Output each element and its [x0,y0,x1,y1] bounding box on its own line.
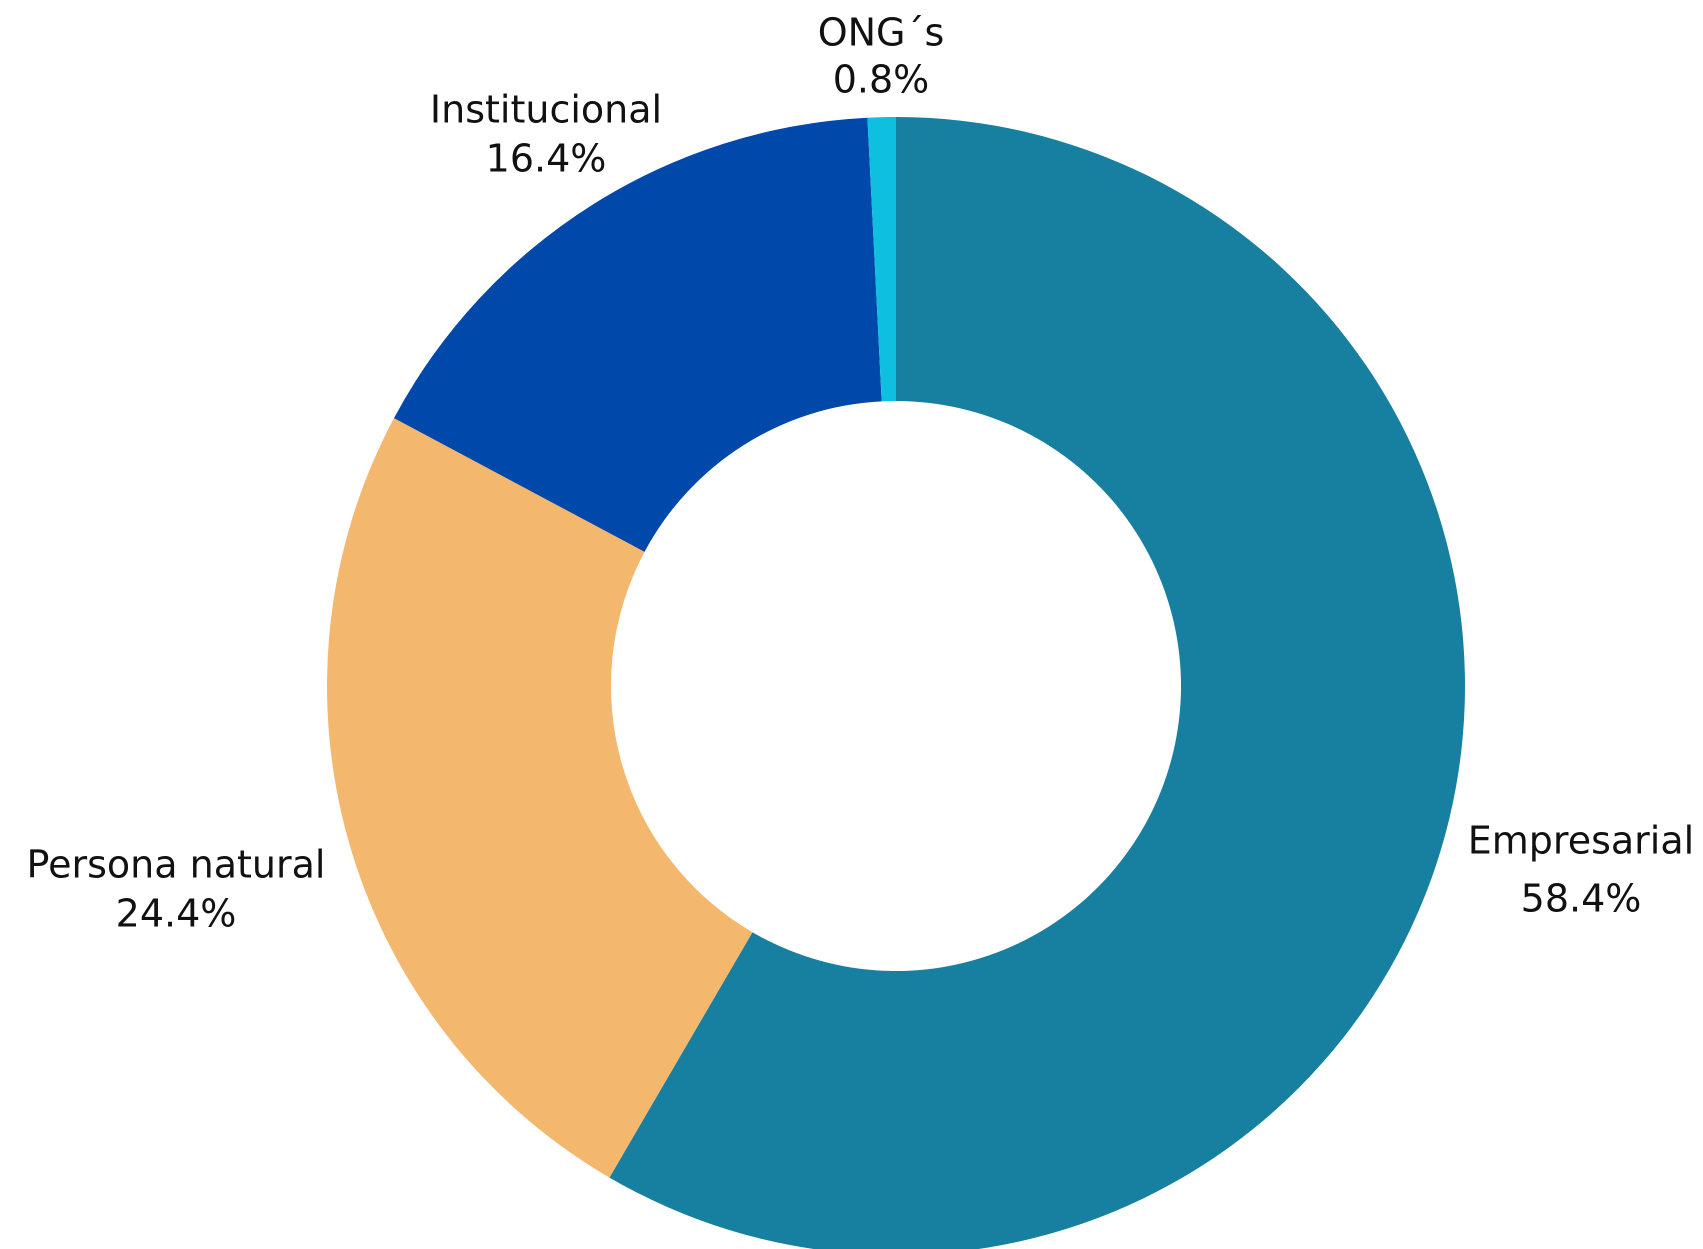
donut-segment [609,117,1465,1249]
donut-segment [327,418,753,1178]
segment-label: ONG´s [818,11,945,55]
donut-segment [867,117,896,402]
segment-label: Institucional [430,88,662,132]
segment-label: Empresarial [1468,819,1694,863]
donut-segment [393,117,882,552]
segment-label: Persona natural [27,843,326,887]
segment-value-label: 58.4% [1521,877,1642,921]
segment-value-label: 24.4% [116,892,237,936]
segment-value-label: 16.4% [486,137,607,181]
segment-value-label: 0.8% [833,58,930,102]
